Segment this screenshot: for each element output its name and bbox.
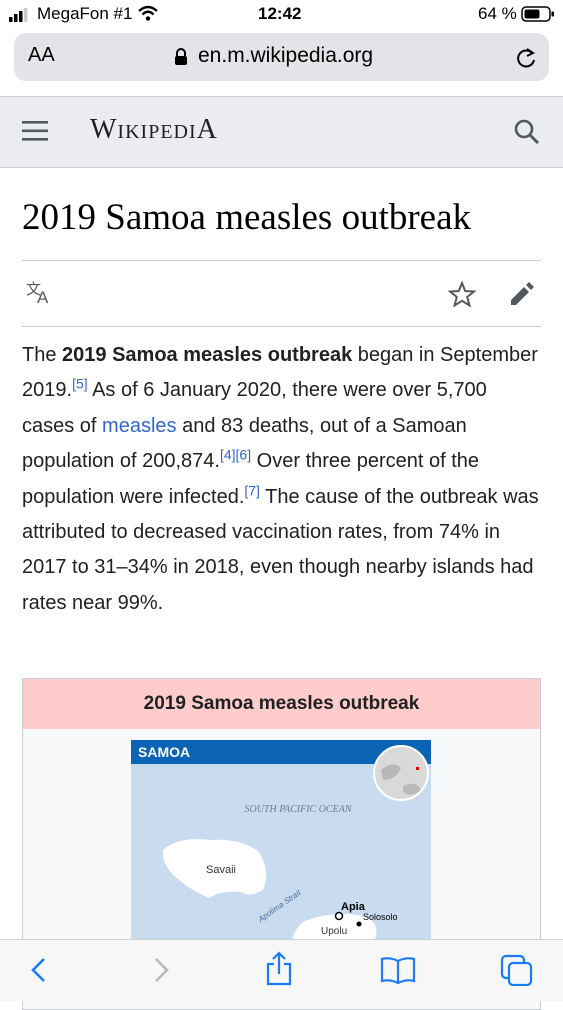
clock: 12:42: [258, 4, 302, 23]
battery-percent: 64 %: [478, 4, 517, 23]
text: As of 6 January 2020, there were over 5,…: [22, 379, 487, 437]
divider: [22, 260, 541, 261]
text: and 83 deaths, out of a Samoan populatio…: [22, 414, 467, 473]
intro-paragraph: The 2019 Samoa measles outbreak began in…: [22, 338, 542, 621]
browser-toolbar: [0, 939, 563, 1001]
map-label: Upolu: [321, 926, 347, 937]
citation[interactable]: [4]: [219, 446, 236, 463]
logo[interactable]: WikipediA: [90, 114, 218, 145]
bold-term: 2019 Samoa measles outbreak: [62, 344, 353, 366]
battery-icon: [521, 6, 554, 22]
text-size-button[interactable]: AA: [28, 44, 55, 66]
divider: [22, 326, 541, 327]
text: Over three percent of the population wer…: [22, 450, 480, 508]
link[interactable]: measles: [102, 414, 177, 437]
language-button[interactable]: 文A: [26, 280, 56, 306]
page-title: 2019 Samoa measles outbreak: [22, 197, 472, 238]
map-label: Apia: [341, 901, 366, 913]
site-header: WikipediA: [0, 96, 563, 168]
map-label: Solosolo: [363, 912, 398, 922]
svg-text:文: 文: [26, 280, 41, 298]
text: began in September 2019.: [22, 344, 538, 402]
lock-icon: [175, 48, 187, 65]
watch-button[interactable]: [448, 281, 476, 307]
citation[interactable]: [5]: [72, 375, 88, 392]
map-label: Savaii: [206, 864, 236, 876]
map-heading: SAMOA: [138, 744, 190, 760]
share-button[interactable]: [264, 950, 294, 986]
map[interactable]: SAMOA SOUTH PACIFIC OCEAN Savaii Apolima…: [131, 740, 431, 950]
ocean-label: SOUTH PACIFIC OCEAN: [244, 804, 352, 815]
signal-icon: [9, 8, 28, 22]
citation[interactable]: [7]: [244, 481, 260, 498]
forward-button[interactable]: [150, 956, 172, 984]
tabs-button[interactable]: [500, 954, 534, 986]
carrier: MegaFon #1: [37, 4, 133, 23]
address-bar[interactable]: AA en.m.wikipedia.org: [14, 33, 549, 81]
menu-button[interactable]: [22, 121, 48, 141]
back-button[interactable]: [28, 956, 50, 984]
wifi-icon: [138, 5, 158, 21]
text: The cause of the outbreak was attributed…: [22, 485, 539, 614]
edit-button[interactable]: [508, 280, 536, 308]
url[interactable]: en.m.wikipedia.org: [198, 44, 374, 67]
search-button[interactable]: [514, 119, 540, 145]
text: The: [22, 344, 63, 366]
svg-text:A: A: [37, 288, 49, 306]
citation[interactable]: [6]: [235, 446, 252, 463]
infobox-title: 2019 Samoa measles outbreak: [23, 679, 540, 729]
bookmarks-button[interactable]: [380, 956, 416, 984]
reload-button[interactable]: [515, 46, 537, 70]
